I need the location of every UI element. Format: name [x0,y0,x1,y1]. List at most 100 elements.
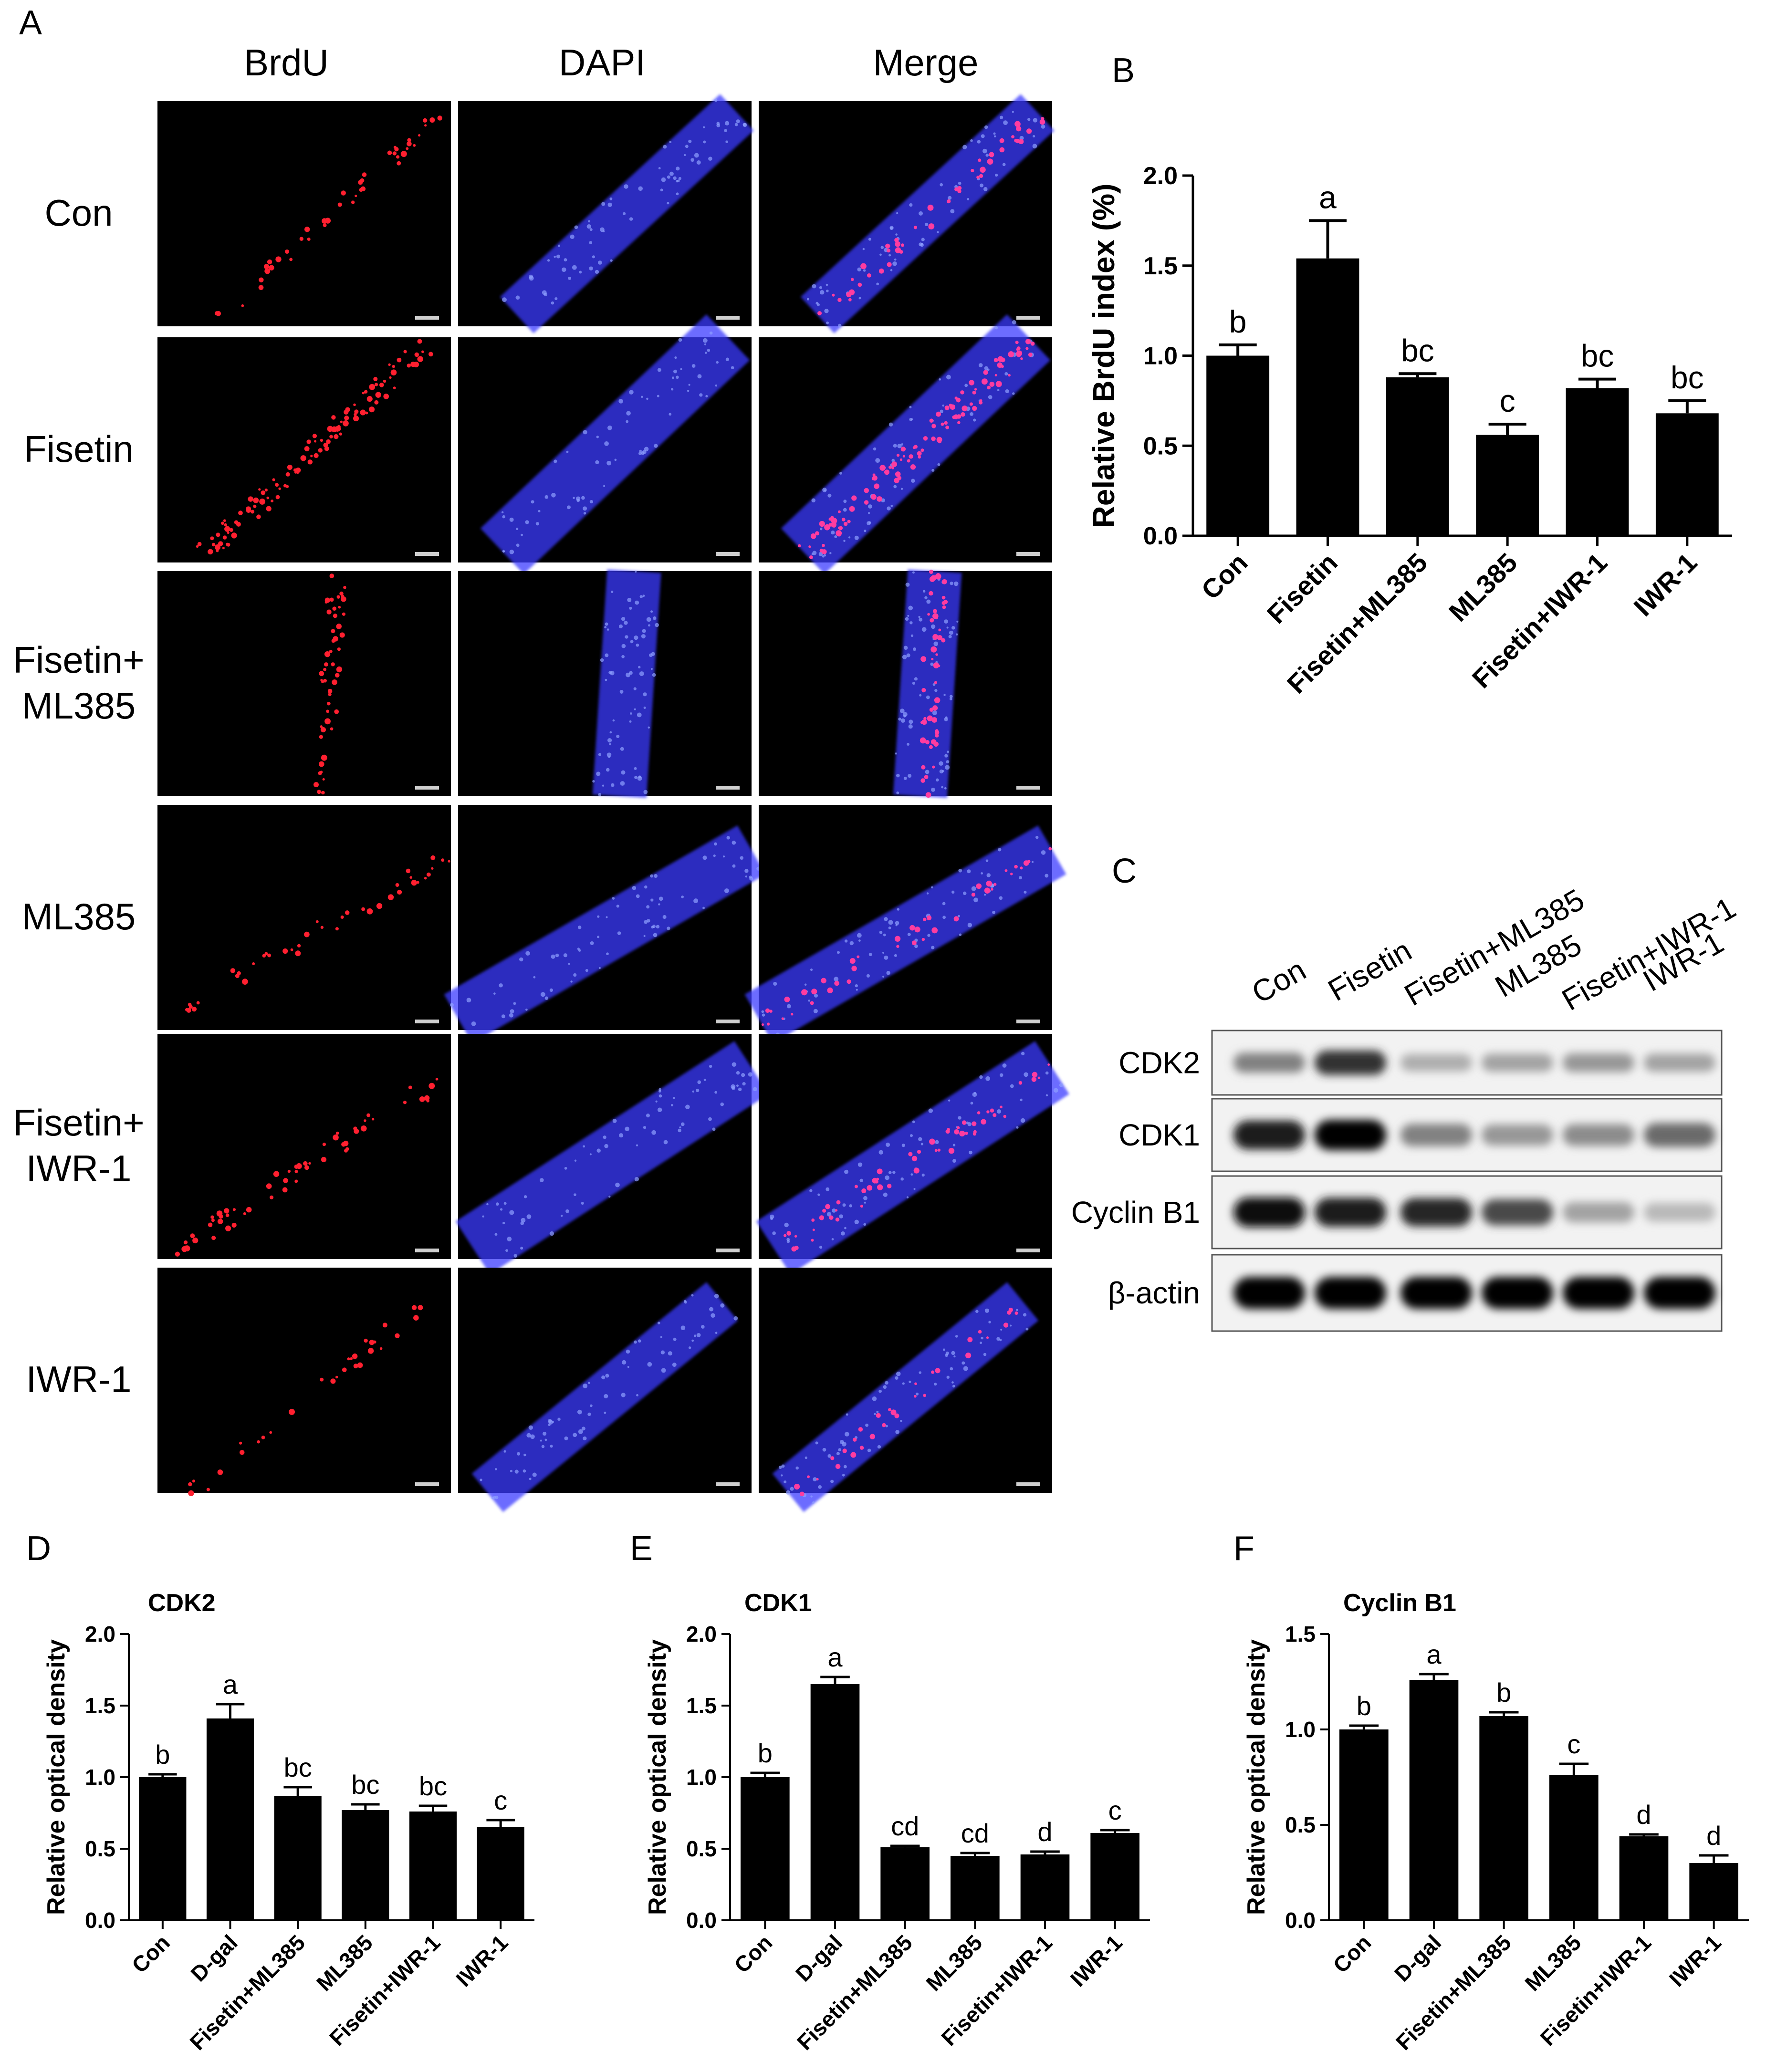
brdu-positive-cell [355,194,357,198]
brdu-positive-cell [324,597,330,603]
brdu-positive-cell [423,118,428,123]
dapi-nucleus [680,1122,685,1126]
dapi-nucleus [893,485,897,489]
brdu-positive-cell [333,1134,339,1141]
dapi-nucleus [669,171,674,176]
brdu-positive-cell [869,1434,876,1439]
dapi-nucleus [888,926,891,929]
brdu-positive-cell [296,1163,302,1169]
panel-label-c: C [1112,852,1137,890]
dapi-nucleus [641,396,643,398]
brdu-positive-cell [761,1023,764,1026]
dapi-nucleus [544,996,549,1000]
brdu-positive-cell [266,506,272,511]
brdu-positive-cell [784,996,790,1002]
dapi-nucleus [1041,850,1046,855]
dapi-nucleus [980,183,984,187]
blot-band-1-2 [1400,1124,1472,1146]
dapi-nucleus [933,641,939,646]
brdu-positive-cell [879,465,886,471]
dapi-nucleus [564,1166,567,1170]
dapi-nucleus [826,321,829,324]
brdu-positive-cell [341,1142,346,1147]
brdu-positive-cell [314,440,317,443]
dapi-nucleus [895,752,897,755]
dapi-nucleus [901,1144,905,1147]
brdu-positive-cell [294,1179,298,1183]
brdu-positive-cell [424,1095,430,1101]
brdu-positive-cell [231,532,237,539]
dapi-nucleus [716,123,721,127]
scale-bar [415,786,439,790]
brdu-positive-cell [284,249,290,254]
dapi-nucleus [493,992,496,995]
dapi-nucleus [526,1433,531,1438]
dapi-nucleus [621,644,626,648]
dapi-nucleus [509,517,514,522]
dapi-nucleus [931,788,935,792]
panelF-category-label-3: ML385 [1520,1930,1586,1996]
dapi-nucleus [887,506,891,510]
dapi-nucleus [589,1153,592,1156]
dapi-nucleus [605,622,608,626]
brdu-positive-cell [332,606,337,611]
dapi-nucleus [643,692,647,697]
dapi-nucleus [868,521,871,524]
brdu-positive-cell [257,1440,260,1444]
brdu-positive-cell [766,1022,770,1026]
dapi-nucleus [908,605,913,611]
brdu-positive-cell [928,223,935,229]
dapi-nucleus [868,504,872,509]
dapi-nucleus [570,234,575,239]
dapi-nucleus [674,356,677,359]
dapi-nucleus [826,1212,832,1217]
dapi-nucleus [583,1145,585,1148]
blot-band-3-0 [1233,1277,1305,1309]
panelE-significance-1: a [827,1642,843,1672]
dapi-nucleus [985,1076,991,1081]
panelE-bar-5 [1090,1833,1139,1920]
brdu-positive-cell [851,278,854,281]
brdu-positive-cell [335,1375,338,1379]
brdu-positive-cell [931,717,937,723]
brdu-positive-cell [192,1237,199,1244]
dapi-nucleus [1004,372,1008,376]
dapi-nucleus [795,1466,799,1470]
brdu-positive-cell [269,1431,272,1434]
dapi-nucleus [702,906,705,909]
dapi-nucleus [742,1082,746,1086]
dapi-nucleus [638,186,643,191]
dapi-nucleus [826,289,829,292]
brdu-positive-cell [876,1177,879,1181]
brdu-positive-cell [878,268,884,274]
dapi-nucleus [772,1231,776,1235]
brdu-positive-cell [829,1215,834,1220]
dapi-nucleus [540,1439,542,1442]
blot-band-0-3 [1482,1053,1553,1072]
brdu-positive-cell [972,406,977,411]
brdu-positive-cell [397,161,401,166]
dapi-nucleus [606,952,609,956]
dapi-nucleus [744,869,749,873]
dapi-nucleus [466,998,471,1003]
brdu-positive-cell [300,455,306,461]
dapi-nucleus [589,500,593,504]
dapi-nucleus [937,463,940,466]
dapi-nucleus [959,933,962,936]
brdu-positive-cell [836,1200,841,1205]
brdu-positive-cell [990,1108,994,1113]
dapi-nucleus [603,230,605,232]
brdu-positive-cell [909,454,913,459]
brdu-positive-cell [329,649,333,653]
dapi-nucleus [525,1008,528,1011]
dapi-nucleus [562,267,566,272]
dapi-nucleus [605,1374,609,1378]
dapi-nucleus [951,1381,954,1384]
dapi-nucleus [956,620,959,623]
scale-bar [415,316,439,320]
dapi-nucleus [731,841,736,845]
dapi-nucleus [868,953,872,957]
brdu-positive-cell [769,1010,773,1013]
brdu-positive-cell [243,1212,246,1215]
